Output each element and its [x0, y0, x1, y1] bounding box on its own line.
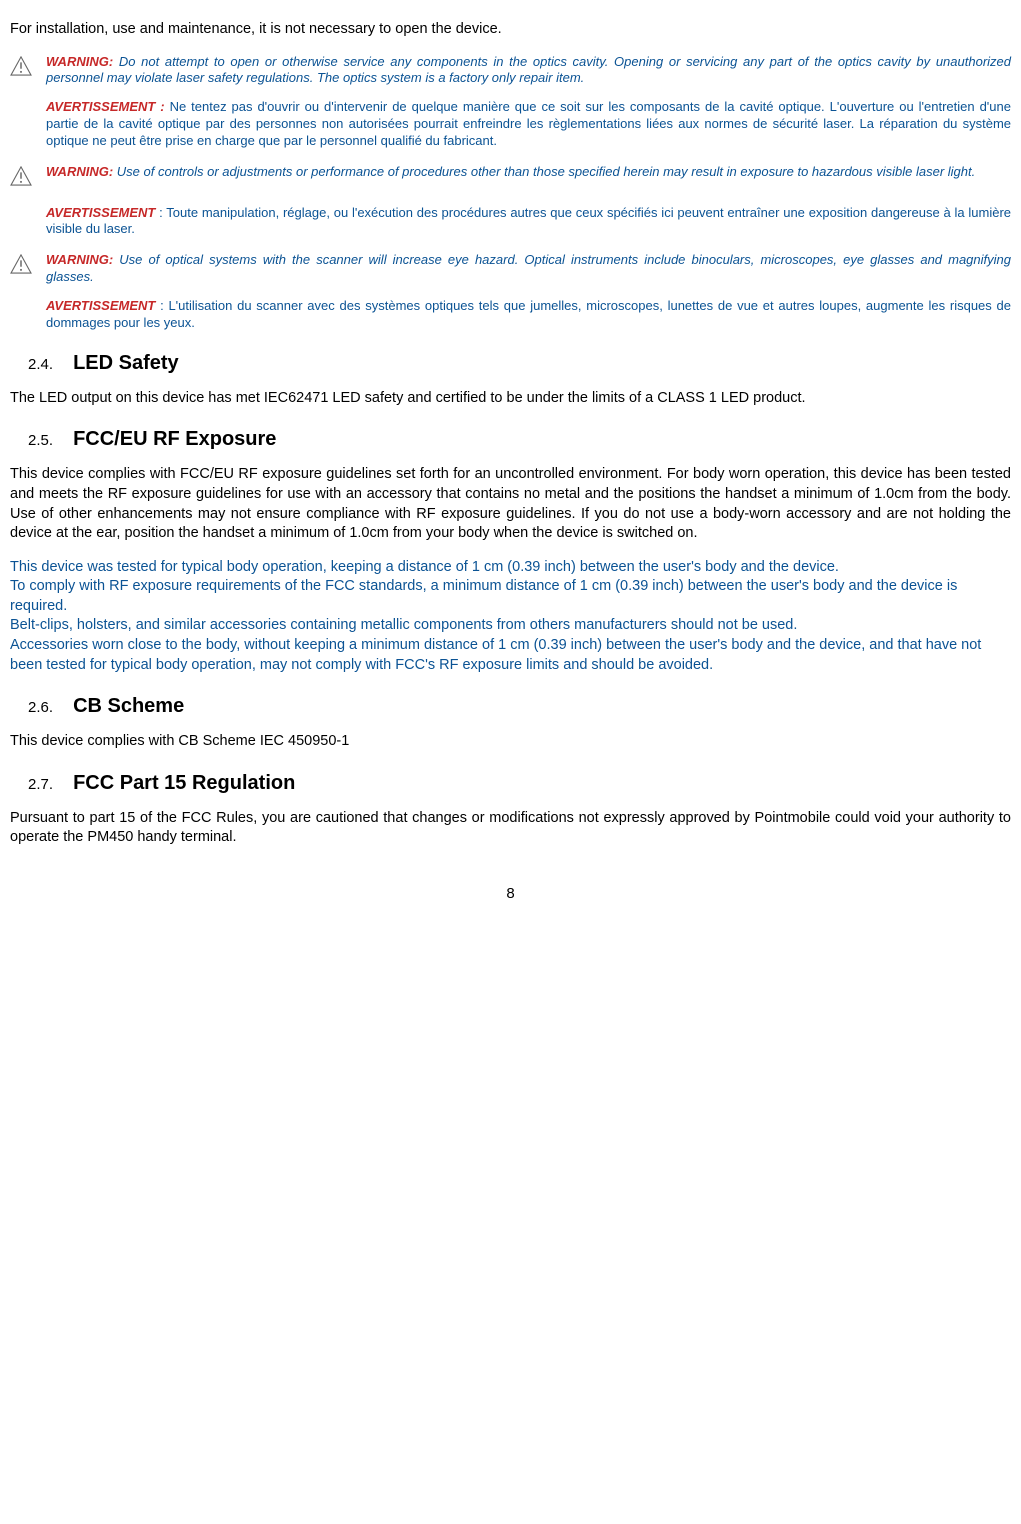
avertissement-body: Ne tentez pas d'ouvrir ou d'intervenir d…: [46, 99, 1011, 148]
avertissement-label: AVERTISSEMENT :: [46, 99, 165, 114]
fcc-rf-blue-line: This device was tested for typical body …: [10, 558, 1011, 578]
warning-text-en: WARNING: Do not attempt to open or other…: [46, 54, 1011, 88]
section-number: 2.6.: [28, 699, 53, 716]
warning-block: WARNING: Do not attempt to open or other…: [10, 54, 1011, 88]
section-number: 2.7.: [28, 776, 53, 793]
section-heading: 2.6. CB Scheme: [28, 693, 1011, 720]
section-number: 2.5.: [28, 432, 53, 449]
warning-text-en: WARNING: Use of optical systems with the…: [46, 252, 1011, 286]
section-title: CB Scheme: [73, 695, 184, 717]
led-safety-body: The LED output on this device has met IE…: [10, 389, 1011, 409]
warning-triangle-icon: [10, 56, 32, 83]
section-title: FCC Part 15 Regulation: [73, 772, 295, 794]
section-title: FCC/EU RF Exposure: [73, 428, 276, 450]
page-number: 8: [10, 884, 1011, 904]
avertissement-body: : Toute manipulation, réglage, ou l'exéc…: [46, 205, 1011, 237]
warning-text-en: WARNING: Use of controls or adjustments …: [46, 164, 1011, 181]
avertissement-body: : L'utilisation du scanner avec des syst…: [46, 298, 1011, 330]
fcc15-body: Pursuant to part 15 of the FCC Rules, yo…: [10, 809, 1011, 848]
section-heading: 2.7. FCC Part 15 Regulation: [28, 770, 1011, 797]
avertissement-block: AVERTISSEMENT : Ne tentez pas d'ouvrir o…: [46, 99, 1011, 150]
fcc-rf-blue-line: Belt-clips, holsters, and similar access…: [10, 616, 1011, 636]
avertissement-block: AVERTISSEMENT : L'utilisation du scanner…: [46, 298, 1011, 332]
fcc-rf-blue-line: To comply with RF exposure requirements …: [10, 577, 1011, 616]
warning-triangle-icon: [10, 166, 32, 193]
cb-scheme-body: This device complies with CB Scheme IEC …: [10, 732, 1011, 752]
intro-text: For installation, use and maintenance, i…: [10, 20, 1011, 40]
warning-block: WARNING: Use of optical systems with the…: [10, 252, 1011, 286]
warning-label: WARNING:: [46, 164, 113, 179]
fcc-rf-blue-block: This device was tested for typical body …: [10, 558, 1011, 675]
warning-body: Do not attempt to open or otherwise serv…: [46, 54, 1011, 86]
warning-body: Use of optical systems with the scanner …: [46, 252, 1011, 284]
fcc-rf-body: This device complies with FCC/EU RF expo…: [10, 465, 1011, 543]
section-heading: 2.4. LED Safety: [28, 350, 1011, 377]
section-heading: 2.5. FCC/EU RF Exposure: [28, 426, 1011, 453]
warning-label: WARNING:: [46, 54, 113, 69]
avertissement-label: AVERTISSEMENT: [46, 205, 155, 220]
warning-label: WARNING:: [46, 252, 113, 267]
warning-triangle-icon: [10, 254, 32, 281]
fcc-rf-blue-line: Accessories worn close to the body, with…: [10, 636, 1011, 675]
warning-body: Use of controls or adjustments or perfor…: [113, 164, 975, 179]
warning-block: WARNING: Use of controls or adjustments …: [10, 164, 1011, 193]
avertissement-block: AVERTISSEMENT : Toute manipulation, régl…: [46, 205, 1011, 239]
section-number: 2.4.: [28, 356, 53, 373]
section-title: LED Safety: [73, 352, 179, 374]
avertissement-label: AVERTISSEMENT: [46, 298, 155, 313]
